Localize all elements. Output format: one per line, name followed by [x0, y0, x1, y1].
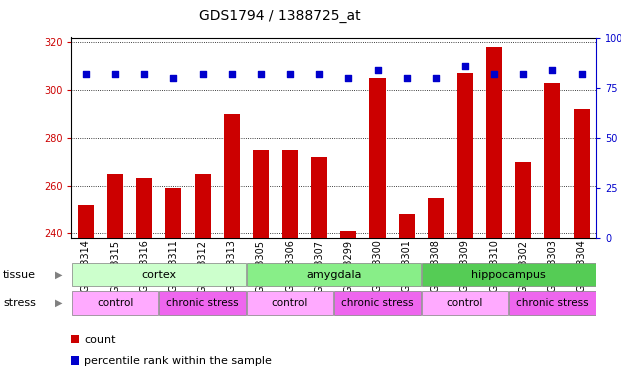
- Bar: [107, 174, 123, 375]
- Point: [373, 67, 383, 73]
- Text: amygdala: amygdala: [306, 270, 361, 280]
- Text: ▶: ▶: [55, 298, 62, 308]
- Point: [519, 70, 528, 76]
- Text: tissue: tissue: [3, 270, 36, 280]
- Point: [314, 70, 324, 76]
- Text: control: control: [97, 298, 134, 308]
- Text: stress: stress: [3, 298, 36, 308]
- Point: [577, 70, 587, 76]
- Text: GDS1794 / 1388725_at: GDS1794 / 1388725_at: [199, 9, 360, 23]
- Point: [548, 67, 558, 73]
- Bar: [136, 178, 152, 375]
- Text: control: control: [272, 298, 308, 308]
- Bar: [282, 150, 298, 375]
- Point: [431, 75, 441, 81]
- Bar: [574, 109, 589, 375]
- Bar: [486, 47, 502, 375]
- Point: [168, 75, 178, 81]
- Point: [81, 70, 91, 76]
- Bar: [399, 214, 415, 375]
- Bar: [340, 231, 356, 375]
- Bar: [428, 198, 444, 375]
- Bar: [253, 150, 269, 375]
- Text: ▶: ▶: [55, 270, 62, 280]
- Point: [197, 70, 207, 76]
- Bar: [545, 83, 560, 375]
- Text: control: control: [446, 298, 483, 308]
- Point: [227, 70, 237, 76]
- Bar: [509, 291, 596, 315]
- Point: [285, 70, 295, 76]
- Bar: [369, 78, 386, 375]
- Bar: [247, 291, 333, 315]
- Text: percentile rank within the sample: percentile rank within the sample: [84, 357, 273, 366]
- Bar: [457, 74, 473, 375]
- Bar: [72, 264, 246, 286]
- Text: hippocampus: hippocampus: [471, 270, 546, 280]
- Bar: [194, 174, 211, 375]
- Point: [110, 70, 120, 76]
- Text: chronic stress: chronic stress: [516, 298, 589, 308]
- Bar: [224, 114, 240, 375]
- Text: chronic stress: chronic stress: [166, 298, 239, 308]
- Point: [460, 63, 470, 69]
- Point: [489, 70, 499, 76]
- Bar: [311, 157, 327, 375]
- Bar: [165, 188, 181, 375]
- Bar: [78, 205, 94, 375]
- Bar: [72, 291, 158, 315]
- Bar: [334, 291, 420, 315]
- Bar: [247, 264, 420, 286]
- Point: [343, 75, 353, 81]
- Text: chronic stress: chronic stress: [341, 298, 414, 308]
- Point: [256, 70, 266, 76]
- Bar: [422, 291, 508, 315]
- Bar: [515, 162, 532, 375]
- Text: count: count: [84, 335, 116, 345]
- Point: [139, 70, 149, 76]
- Point: [402, 75, 412, 81]
- Bar: [160, 291, 246, 315]
- Text: cortex: cortex: [142, 270, 176, 280]
- Bar: [422, 264, 596, 286]
